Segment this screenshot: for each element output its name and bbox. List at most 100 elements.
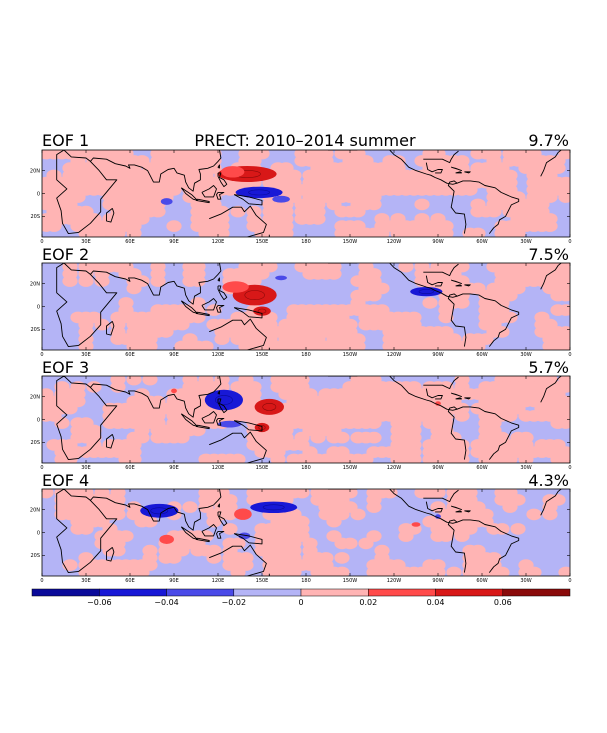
anomaly-core bbox=[150, 507, 169, 515]
coastline bbox=[423, 489, 459, 503]
field-patch bbox=[334, 552, 350, 564]
field-patch bbox=[502, 311, 518, 324]
lon-tick-label: 120E bbox=[212, 578, 225, 584]
coastline bbox=[56, 489, 118, 574]
field-patch bbox=[558, 304, 570, 316]
field-patch bbox=[542, 508, 558, 521]
lon-tick-label: 30E bbox=[81, 239, 91, 245]
coastline bbox=[451, 166, 462, 172]
field-patch bbox=[494, 566, 510, 576]
field-patch bbox=[230, 453, 246, 463]
coastline bbox=[233, 533, 263, 545]
coastline bbox=[90, 489, 222, 531]
lon-tick-label: 150E bbox=[256, 465, 269, 471]
coastline bbox=[180, 300, 198, 314]
field-patch bbox=[198, 340, 214, 350]
field-patch bbox=[510, 494, 526, 506]
coastline bbox=[455, 284, 462, 287]
eof4-variance: 4.3% bbox=[528, 471, 569, 490]
field-patch bbox=[438, 311, 454, 324]
lon-tick-label: 120W bbox=[387, 465, 402, 471]
map-field bbox=[42, 489, 570, 576]
coastline bbox=[540, 376, 562, 403]
lat-tick-label: 20S bbox=[30, 214, 40, 220]
field-patch bbox=[430, 566, 446, 576]
lon-tick-label: 30W bbox=[520, 578, 531, 584]
lon-tick-label: 150W bbox=[343, 352, 358, 358]
coastline bbox=[389, 150, 467, 234]
map-field bbox=[42, 150, 570, 237]
field-patch bbox=[222, 508, 238, 521]
colorbar-bin bbox=[233, 588, 302, 597]
map-panels: 0 30E 60E 90E 120E 150E 180 150W 120W 90W 60W 30W 0 2… bbox=[30, 149, 572, 584]
field-patch bbox=[342, 537, 358, 550]
field-patch bbox=[350, 508, 366, 521]
lon-tick-label: 0 bbox=[568, 465, 571, 471]
lon-tick-label: 120W bbox=[387, 239, 402, 245]
coastline bbox=[209, 431, 267, 463]
colorbar-bin bbox=[300, 588, 369, 597]
field-patch bbox=[438, 227, 454, 237]
field-patch bbox=[126, 453, 142, 463]
field-patch bbox=[254, 150, 270, 160]
field-patch bbox=[510, 523, 526, 535]
anomaly-neg bbox=[275, 275, 287, 281]
coastline bbox=[425, 388, 443, 400]
coastline bbox=[464, 510, 471, 513]
field-patch bbox=[150, 275, 166, 287]
field-patch bbox=[550, 494, 566, 506]
map-panel: 0 30E 60E 90E 120E 150E 180 150W 120W 90W 60W 30W 0 2… bbox=[30, 149, 572, 245]
coastline bbox=[56, 263, 118, 348]
map-panel: 0 30E 60E 90E 120E 150E 180 150W 120W 90W 60W 30W 0 2… bbox=[30, 262, 572, 358]
field-patch bbox=[558, 191, 570, 203]
coastline bbox=[425, 162, 443, 174]
coastline bbox=[389, 489, 467, 573]
lon-tick-label: 150E bbox=[256, 578, 269, 584]
colorbar-bin bbox=[502, 588, 571, 597]
lon-tick-label: 0 bbox=[40, 352, 43, 358]
coastline bbox=[540, 263, 562, 290]
field-patch bbox=[558, 381, 570, 393]
coastline bbox=[216, 530, 225, 539]
field-patch bbox=[374, 282, 390, 295]
lon-tick-label: 0 bbox=[568, 578, 571, 584]
lon-tick-label: 60W bbox=[476, 465, 487, 471]
colorbar-label: 0.04 bbox=[427, 598, 445, 607]
field-patch bbox=[150, 205, 166, 218]
field-patch bbox=[166, 220, 182, 232]
field-patch bbox=[334, 431, 350, 444]
coastline bbox=[456, 180, 520, 234]
coastline bbox=[451, 279, 462, 285]
field-patch bbox=[558, 340, 570, 350]
coastline bbox=[201, 411, 217, 424]
field-patch bbox=[142, 376, 158, 386]
field-patch bbox=[526, 508, 542, 521]
coastline bbox=[456, 519, 520, 573]
field-patch bbox=[118, 530, 134, 542]
coastline bbox=[455, 397, 462, 400]
anomaly-core bbox=[244, 290, 265, 300]
lat-tick-label: 20S bbox=[30, 440, 40, 446]
field-patch bbox=[110, 508, 126, 521]
eof2-label: EOF 2 bbox=[42, 245, 89, 264]
field-patch bbox=[134, 431, 150, 444]
coastline bbox=[423, 376, 459, 390]
coastline bbox=[456, 293, 520, 347]
colorbar-label: −0.04 bbox=[154, 598, 179, 607]
lon-tick-label: 90W bbox=[432, 578, 443, 584]
field-patch bbox=[278, 227, 294, 237]
coastline bbox=[425, 275, 443, 287]
field-patch bbox=[94, 275, 110, 287]
coastline bbox=[216, 304, 225, 313]
lon-tick-label: 60W bbox=[476, 578, 487, 584]
field-patch bbox=[214, 227, 230, 237]
coastline bbox=[180, 187, 198, 201]
coastline bbox=[540, 489, 562, 516]
field-patch bbox=[366, 198, 382, 211]
coastline bbox=[217, 285, 228, 301]
lat-tick-label: 0 bbox=[37, 417, 40, 423]
coastline bbox=[209, 544, 267, 576]
field-patch bbox=[558, 417, 570, 429]
colorbar-label: −0.06 bbox=[87, 598, 112, 607]
field-patch bbox=[294, 489, 310, 499]
